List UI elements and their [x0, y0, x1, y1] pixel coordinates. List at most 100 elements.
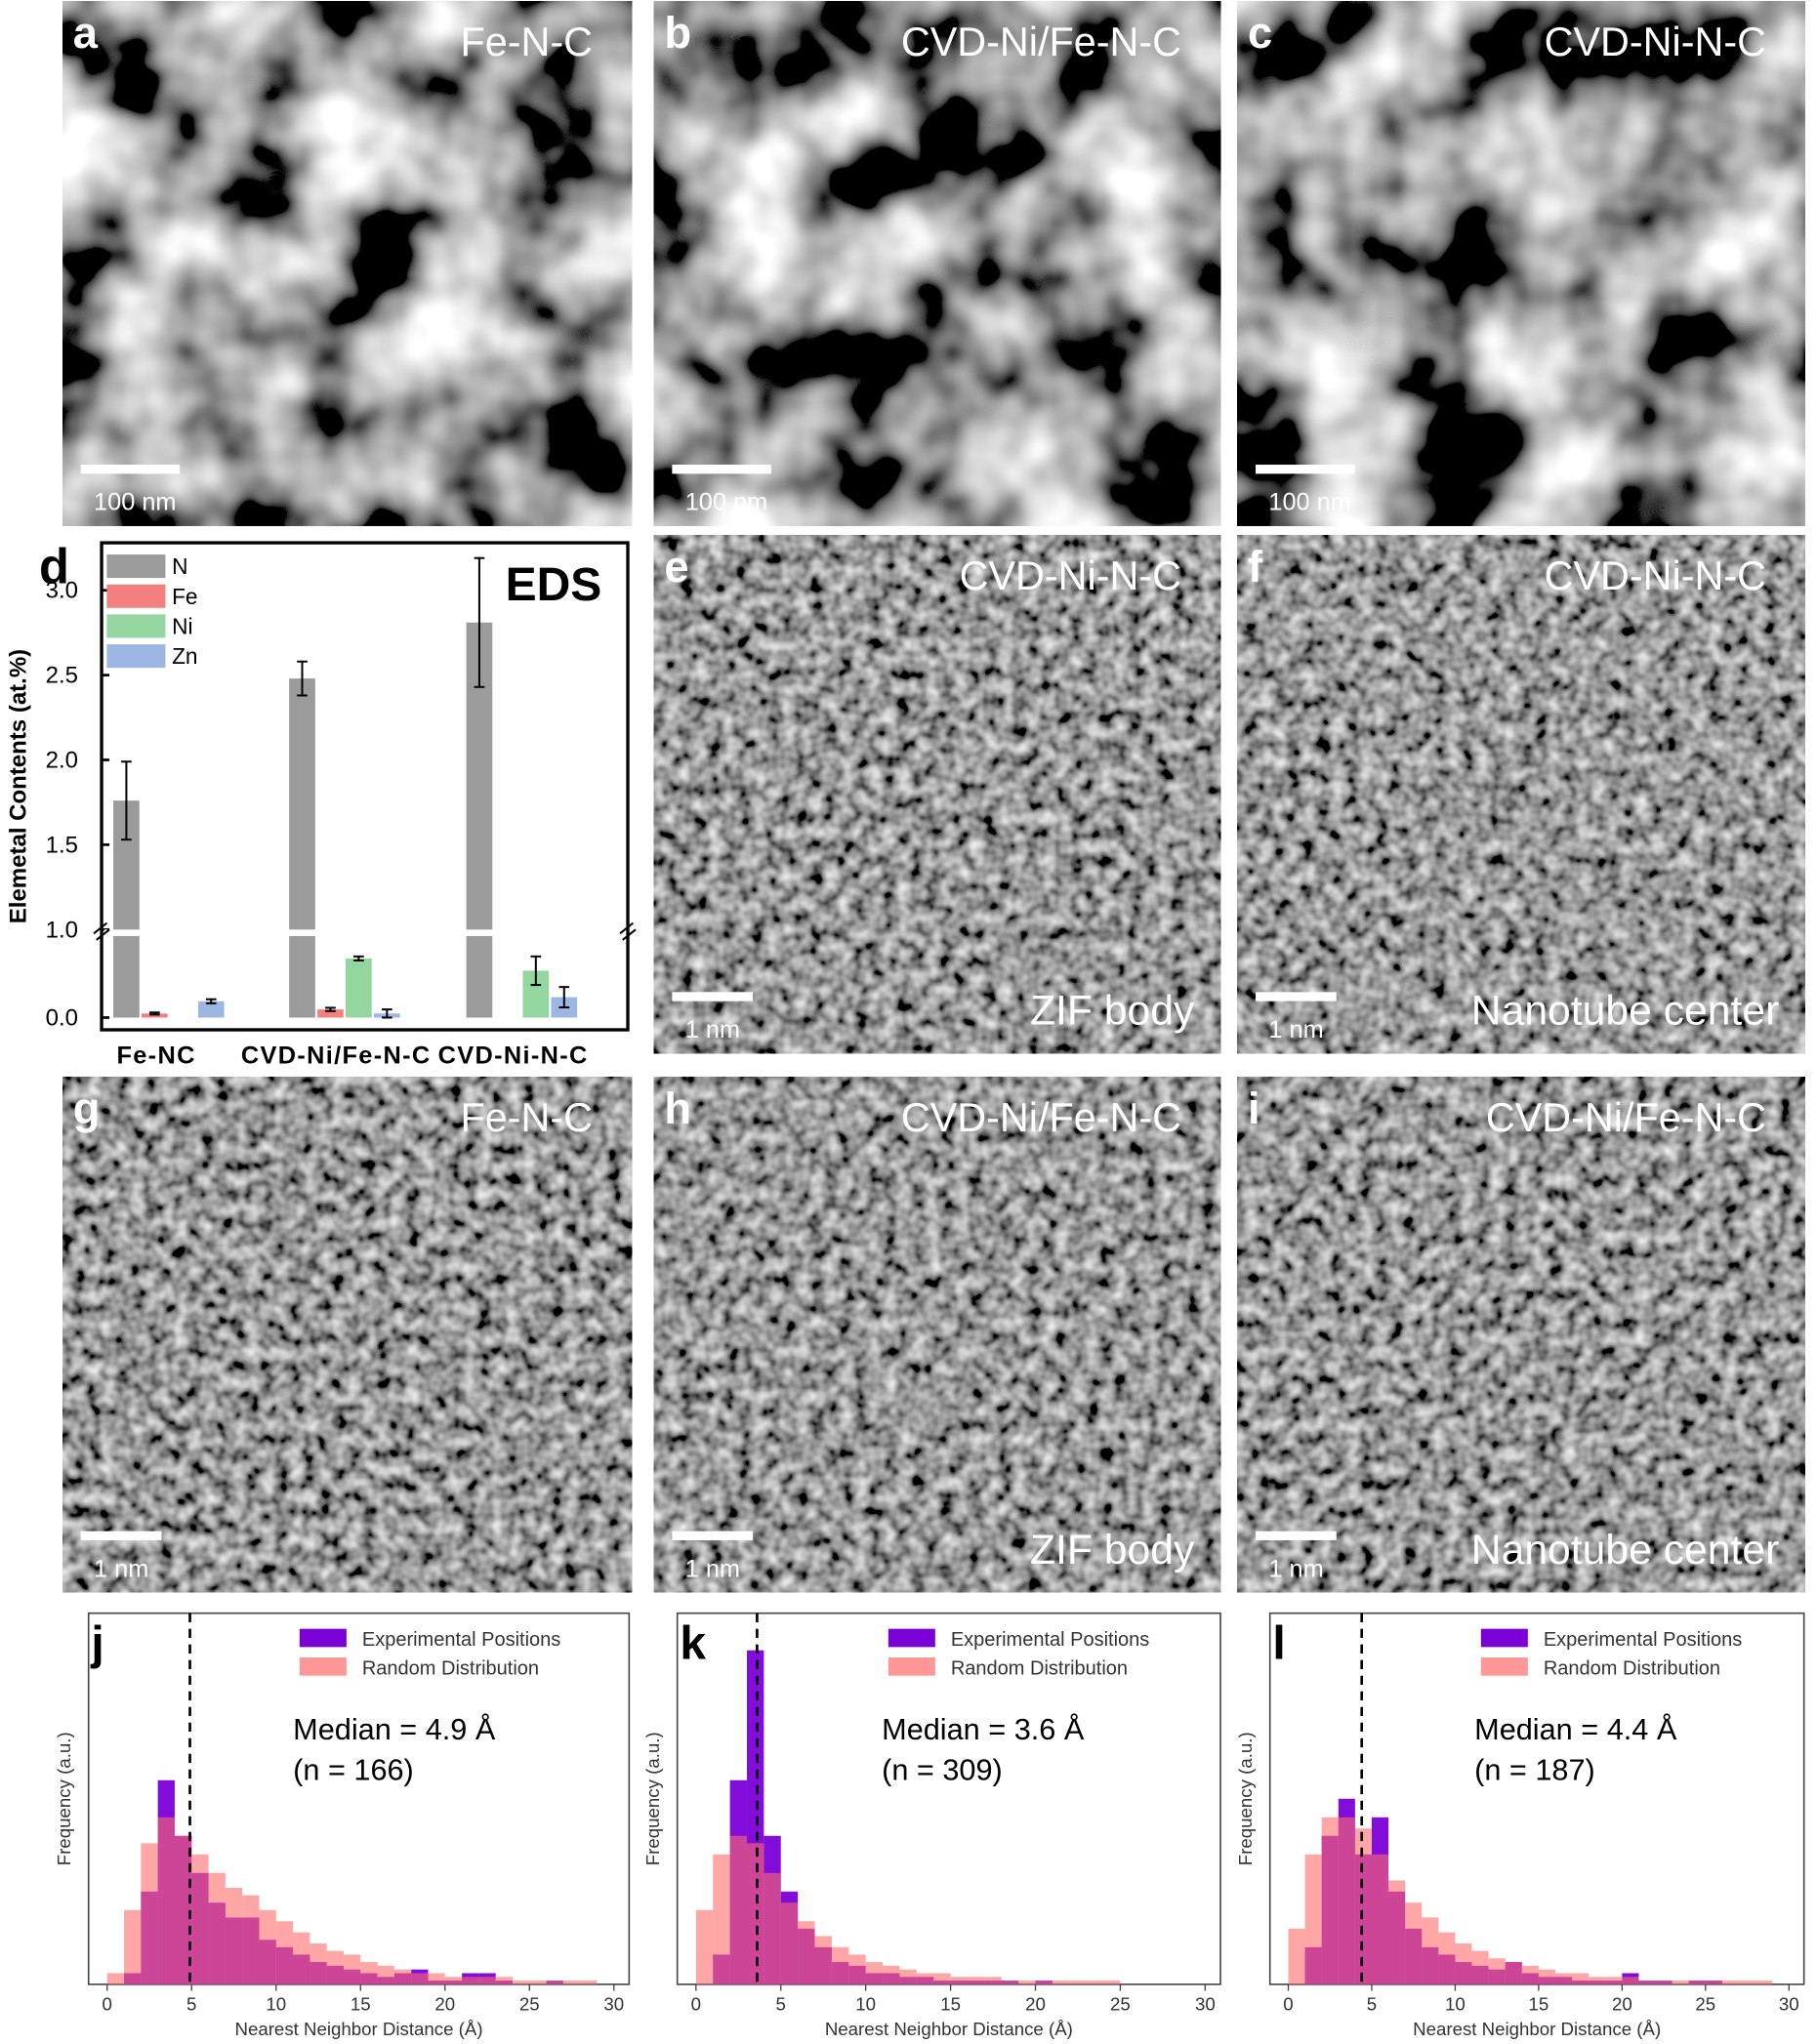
axis-break-gap — [103, 929, 626, 936]
histogram-bar — [310, 1943, 327, 1984]
histogram-bar — [883, 1965, 900, 1984]
y-axis-label: Frequency (a.u.) — [1235, 1732, 1256, 1865]
scale-bar-label: 100 nm — [685, 489, 767, 516]
y-tick-label: 2.5 — [46, 663, 78, 689]
legend-label: Experimental Positions — [951, 1629, 1149, 1651]
histogram-bar — [478, 1977, 496, 1984]
histogram-bar — [1589, 1977, 1606, 1984]
histogram-bar — [695, 1909, 714, 1984]
scale-bar — [80, 465, 181, 474]
histogram-bar — [411, 1973, 429, 1984]
micrograph-texture — [653, 1077, 1221, 1593]
histogram-bar — [191, 1854, 209, 1984]
bar — [289, 678, 315, 1018]
histogram-bar — [293, 1932, 310, 1984]
histogram-bar — [444, 1977, 463, 1984]
legend-label: Zn — [172, 643, 197, 669]
legend-label: Ni — [172, 613, 192, 638]
panel-letter: c — [1248, 8, 1272, 58]
histogram-bar — [360, 1962, 378, 1984]
histogram-bar — [208, 1872, 226, 1984]
x-tick-label: 0 — [103, 1994, 112, 2015]
legend-label: N — [172, 553, 187, 579]
histogram-bar — [1321, 1817, 1339, 1984]
histogram-bar — [1035, 1981, 1053, 1984]
scale-bar — [672, 465, 771, 474]
x-axis-label: Nearest Neighbor Distance (Å) — [1413, 2019, 1661, 2039]
scale-bar-label: 1 nm — [94, 1555, 148, 1582]
histogram-bar — [865, 1962, 884, 1984]
axis-break-mark — [619, 921, 634, 935]
histogram-bar — [848, 1954, 866, 1984]
legend-label: Random Distribution — [362, 1657, 539, 1679]
histogram-bar — [1304, 1854, 1322, 1984]
x-tick-label: 15 — [940, 1994, 961, 2015]
x-tick-label: 25 — [1695, 1994, 1715, 2015]
scale-bar — [672, 1531, 754, 1540]
panel-letter: d — [39, 538, 69, 593]
plot-frame — [100, 541, 630, 1032]
histogram-bar — [546, 1981, 563, 1984]
y-tick-label: 0.0 — [46, 1004, 78, 1031]
x-tick-label: 5 — [1367, 1994, 1377, 2015]
bar — [317, 1009, 344, 1018]
scale-bar — [1256, 1531, 1337, 1540]
histogram-bar — [529, 1981, 547, 1984]
scale-bar — [1256, 465, 1355, 474]
histogram-bar — [580, 1981, 598, 1984]
histogram-bar — [1688, 1981, 1706, 1984]
histogram-bar — [1505, 1962, 1522, 1984]
histogram-bar — [1605, 1977, 1623, 1984]
histogram-bar — [746, 1843, 764, 1984]
legend-label: Random Distribution — [1544, 1657, 1720, 1679]
scale-bar — [80, 1531, 162, 1540]
legend-swatch — [1480, 1657, 1528, 1676]
histogram-bar — [950, 1977, 968, 1984]
x-tick-label: 25 — [1110, 1994, 1131, 2015]
sample-label: Fe-N-C — [460, 20, 593, 64]
legend-swatch — [106, 614, 166, 638]
y-tick-label: 2.0 — [46, 748, 78, 774]
x-tick-label: CVD-Ni-N-C — [438, 1042, 589, 1070]
sample-label: CVD-Ni/Fe-N-C — [1486, 1095, 1766, 1140]
histogram-bar — [1288, 1928, 1305, 1984]
y-axis-label: Frequency (a.u.) — [54, 1732, 74, 1865]
legend-swatch — [888, 1628, 935, 1648]
y-tick-label: 1.5 — [46, 832, 78, 858]
histogram-bar — [798, 1921, 815, 1984]
histogram-bar — [1018, 1981, 1036, 1984]
panel-letter: f — [1248, 542, 1263, 592]
axis-break-mark — [96, 928, 110, 941]
histogram-bar — [1655, 1981, 1672, 1984]
histogram-bar — [1001, 1981, 1019, 1984]
histogram-bar — [1755, 1981, 1773, 1984]
histogram-bar — [1354, 1828, 1372, 1984]
panel-letter: l — [1272, 1617, 1285, 1669]
histogram-bar — [1622, 1977, 1639, 1984]
legend-swatch — [1480, 1628, 1528, 1648]
sample-label: Fe-N-C — [460, 1095, 593, 1140]
x-tick-label: 20 — [1612, 1994, 1632, 2015]
panel-letter: j — [90, 1617, 103, 1669]
y-axis-label: Elemetal Contents (at.%) — [6, 649, 32, 923]
histogram-bar — [967, 1977, 985, 1984]
x-tick-label: 20 — [1025, 1994, 1046, 2015]
x-tick-label: 25 — [519, 1994, 540, 2015]
micrograph-texture — [1237, 1077, 1805, 1593]
scale-bar-label: 1 nm — [1268, 1555, 1323, 1582]
histogram-bar — [713, 1854, 730, 1984]
histogram-bar — [1438, 1932, 1456, 1984]
histogram-bar — [1052, 1981, 1070, 1984]
histogram-bar — [124, 1909, 142, 1984]
x-tick-label: 10 — [1445, 1994, 1466, 2015]
histogram-bar — [899, 1969, 917, 1984]
region-label: Nanotube center — [1471, 1527, 1780, 1574]
histogram-bar — [174, 1835, 192, 1984]
sample-label: CVD-Ni-N-C — [1545, 20, 1766, 64]
panel-letter: g — [73, 1083, 101, 1133]
histogram-bar — [242, 1895, 260, 1984]
bar — [346, 958, 372, 1018]
histogram-bar — [1069, 1981, 1087, 1984]
x-tick-label: 5 — [186, 1994, 196, 2015]
